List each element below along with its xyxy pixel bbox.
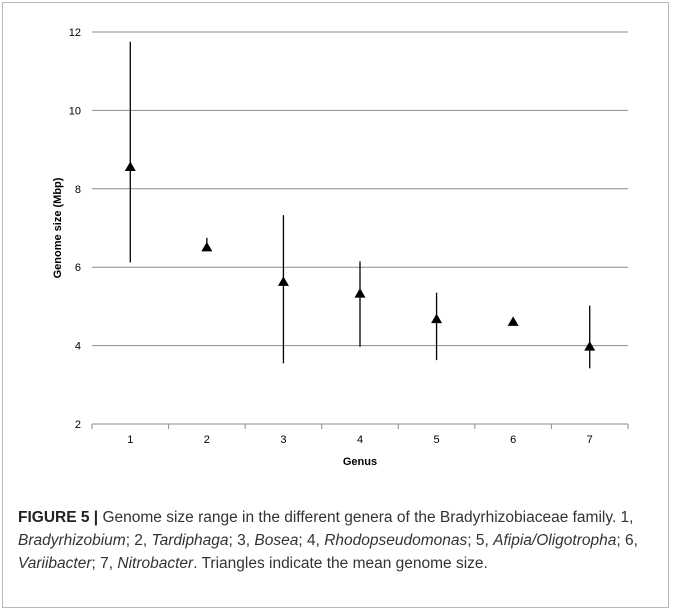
caption-segment: ; 2, [125, 532, 152, 549]
x-tick-label: 5 [434, 434, 440, 446]
y-tick-label: 12 [69, 27, 81, 39]
mean-marker [124, 161, 136, 172]
x-tick-label: 6 [510, 434, 516, 446]
caption-segment: ; 5, [467, 532, 494, 549]
caption-segment: ; 4, [298, 532, 325, 549]
mean-marker [507, 316, 519, 326]
y-axis-title: Genome size (Mbp) [52, 177, 64, 278]
mean-marker-layer [124, 161, 596, 351]
y-tick-label: 10 [69, 105, 81, 117]
y-tick-label: 4 [75, 341, 81, 353]
genus-name: Tardiphaga [151, 532, 229, 549]
mean-marker [201, 241, 213, 252]
y-tick-label: 8 [75, 184, 81, 196]
x-tick-label: 1 [127, 434, 133, 446]
caption-text: Genome size range in the different gener… [18, 509, 638, 572]
range-line-layer [129, 41, 591, 369]
caption-segment: . Triangles indicate the mean genome siz… [193, 555, 488, 572]
y-tick-label: 2 [75, 419, 81, 431]
caption-segment: ; 3, [228, 532, 255, 549]
mean-marker [431, 313, 443, 324]
genus-name: Nitrobacter [117, 555, 194, 572]
figure-caption: FIGURE 5 | Genome size range in the diff… [18, 506, 658, 575]
genus-name: Bradyrhizobium [18, 532, 126, 549]
mean-marker [277, 276, 289, 286]
caption-segment: ; 7, [91, 555, 118, 572]
figure-label: FIGURE 5 | [18, 509, 99, 526]
mean-marker [584, 341, 596, 351]
genus-name: Variibacter [18, 555, 92, 572]
x-tick-label: 3 [280, 434, 286, 446]
axis-layer [91, 423, 629, 429]
genus-name: Rhodopseudomonas [324, 532, 468, 549]
x-tick-label: 4 [357, 434, 363, 446]
x-tick-label: 7 [587, 434, 593, 446]
caption-segment: ; 6, [616, 532, 638, 549]
x-tick-label: 2 [204, 434, 210, 446]
y-tick-label: 6 [75, 262, 81, 274]
mean-marker [354, 288, 366, 298]
caption-segment: Genome size range in the different gener… [98, 509, 634, 526]
x-axis-title: Genus [343, 456, 377, 468]
genus-name: Afipia/Oligotropha [493, 532, 617, 549]
genus-name: Bosea [254, 532, 299, 549]
